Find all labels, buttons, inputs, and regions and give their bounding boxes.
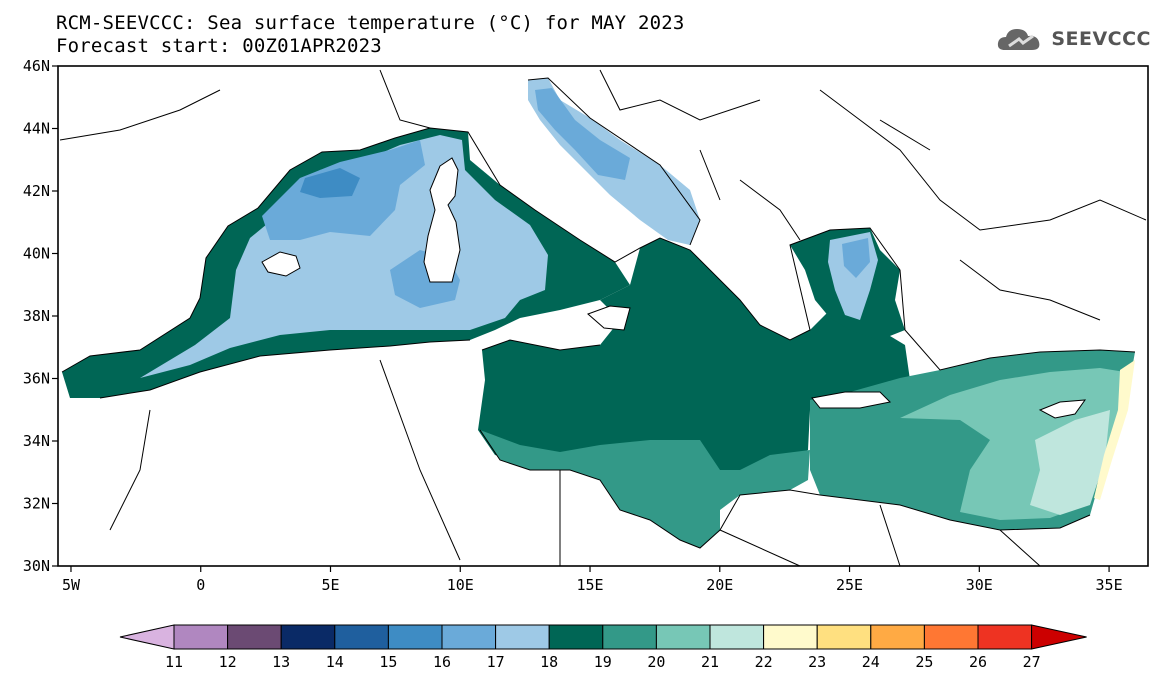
lon-tick-label: 15E	[576, 576, 603, 594]
colorbar-swatch	[280, 624, 336, 650]
lat-tick-label: 42N	[23, 182, 50, 200]
sst-zone-16-gulf	[300, 168, 360, 198]
colorbar-label: 14	[326, 653, 344, 671]
sst-zone-17-aegean	[842, 238, 870, 278]
lat-tick-label: 30N	[23, 557, 50, 575]
colorbar-label: 13	[272, 653, 290, 671]
colorbar-label: 25	[915, 653, 933, 671]
lon-tick-label: 25E	[836, 576, 863, 594]
lon-tick-label: 30E	[966, 576, 993, 594]
lat-tick-label: 46N	[23, 57, 50, 75]
logo-text: SEEVCCC	[1051, 28, 1151, 50]
sst-zone-20-libya	[480, 430, 810, 548]
colorbar-swatch	[387, 624, 443, 650]
lat-tick-label: 38N	[23, 307, 50, 325]
seevccc-logo: SEEVCCC	[995, 24, 1151, 54]
sst-zone-23-coast	[1094, 360, 1135, 500]
lon-tick-label: 5W	[62, 576, 81, 594]
colorbar-label: 23	[808, 653, 826, 671]
lon-tick-label: 35E	[1096, 576, 1123, 594]
lat-tick-label: 34N	[23, 432, 50, 450]
colorbar-swatch	[548, 624, 604, 650]
lat-tick-label: 32N	[23, 495, 50, 513]
forecast-start-label: Forecast start: 00Z01APR2023	[56, 35, 382, 57]
colorbar-swatch	[227, 624, 282, 650]
colorbar-swatch	[655, 624, 711, 650]
longitude-axis: 5W 0 5E 10E 15E 20E 25E 30E 35E	[62, 566, 1123, 594]
colorbar: 11 12 13 14 15 16 17 18 19 20 21 22 23 24 25 26 27	[119, 624, 1087, 671]
lat-tick-label: 36N	[23, 370, 50, 388]
colorbar-swatch	[602, 624, 657, 650]
lat-tick-label: 44N	[23, 120, 50, 138]
lat-tick-label: 40N	[23, 245, 50, 263]
colorbar-swatch	[495, 624, 550, 650]
colorbar-swatch	[816, 624, 872, 650]
lon-tick-label: 0	[196, 576, 205, 594]
sicily	[587, 305, 631, 331]
cyprus	[1038, 399, 1087, 419]
colorbar-swatch	[334, 624, 389, 650]
colorbar-swatch	[173, 624, 229, 650]
colorbar-label: 17	[487, 653, 505, 671]
colorbar-label: 22	[755, 653, 773, 671]
map-title: RCM-SEEVCCC: Sea surface temperature (°C…	[56, 12, 685, 34]
sst-zone-22-levant	[1030, 410, 1110, 515]
crete	[811, 391, 892, 409]
colorbar-label: 19	[594, 653, 612, 671]
colorbar-label: 11	[165, 653, 183, 671]
colorbar-swatch	[763, 624, 818, 650]
colorbar-swatch	[870, 624, 925, 650]
sst-zone-19-central	[478, 238, 910, 475]
colorbar-label: 18	[540, 653, 558, 671]
colorbar-swatch	[977, 624, 1033, 650]
colorbar-label: 16	[433, 653, 451, 671]
cloud-logo-icon	[998, 29, 1040, 50]
colorbar-swatch	[923, 624, 979, 650]
corsica-sardinia	[423, 157, 461, 283]
colorbar-swatch	[441, 624, 497, 650]
colorbar-label: 21	[701, 653, 719, 671]
colorbar-label: 24	[862, 653, 880, 671]
colorbar-label: 12	[219, 653, 237, 671]
colorbar-swatch	[709, 624, 765, 650]
colorbar-arrow-low	[119, 624, 175, 650]
sst-zone-17-adriatic	[535, 88, 630, 180]
colorbar-label: 26	[969, 653, 987, 671]
latitude-axis: 46N 44N 42N 40N 38N 36N 34N 32N 30N	[23, 57, 58, 575]
sea-surface-field	[62, 78, 1135, 548]
colorbar-label: 15	[379, 653, 397, 671]
lon-tick-label: 20E	[706, 576, 733, 594]
balearic-islands	[261, 251, 301, 277]
lon-tick-label: 5E	[321, 576, 339, 594]
coastlines	[59, 69, 1147, 567]
lon-tick-label: 10E	[447, 576, 474, 594]
colorbar-label: 20	[647, 653, 665, 671]
colorbar-arrow-high	[1031, 624, 1087, 650]
colorbar-label: 27	[1023, 653, 1041, 671]
